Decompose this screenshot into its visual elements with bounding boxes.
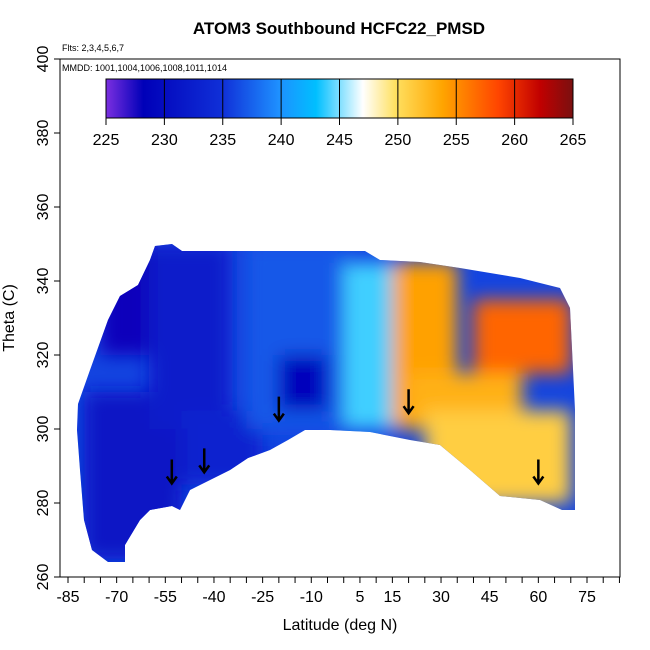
y-tick-label: 260 (35, 564, 52, 591)
arrow-marker (532, 459, 545, 486)
field-region (100, 244, 150, 355)
x-tick-label: 15 (383, 589, 401, 606)
colorbar-tick-label: 240 (268, 132, 295, 149)
arrow-marker (198, 448, 211, 475)
colorbar-tick-label: 250 (385, 132, 412, 149)
field-region (278, 355, 328, 411)
x-tick-label: -10 (300, 589, 323, 606)
x-tick-label: 75 (578, 589, 596, 606)
field-region (473, 299, 571, 374)
x-tick-label: 30 (432, 589, 450, 606)
field-region (424, 410, 571, 503)
x-tick-label: 60 (529, 589, 547, 606)
arrow-marker (165, 459, 178, 486)
arrow-markers (165, 389, 545, 486)
colorbar-tick-label: 265 (560, 132, 587, 149)
x-tick-label: 5 (355, 589, 364, 606)
x-tick-label: 45 (481, 589, 499, 606)
colorbar-tick-label: 225 (93, 132, 120, 149)
colorbar-tick-label: 235 (209, 132, 236, 149)
y-axis-label: Theta (C) (1, 284, 18, 352)
y-tick-label: 300 (35, 416, 52, 443)
x-axis-label: Latitude (deg N) (283, 617, 398, 634)
colorbar-ticks: 225 230 235 240 245 250 255 260 265 (93, 79, 587, 149)
colorbar-tick-label: 260 (501, 132, 528, 149)
colorbar-tick-label: 245 (326, 132, 353, 149)
x-tick-label: -70 (105, 589, 128, 606)
arrow-marker (402, 389, 415, 416)
chart-title: ATOM3 Southbound HCFC22_PMSD (193, 19, 485, 38)
y-tick-label: 380 (35, 120, 52, 147)
field-region (149, 244, 231, 429)
flights-subtitle: Flts: 2,3,4,5,6,7 (62, 43, 124, 53)
colorbar-tick-label: 230 (151, 132, 178, 149)
field-region (343, 262, 393, 429)
x-tick-label: -55 (154, 589, 177, 606)
dates-subtitle: MMDD: 1001,1004,1006,1008,1011,1014 (62, 63, 227, 73)
x-axis: -85 -70 -55 -40 -25 -10 5 15 30 45 60 75 (56, 577, 620, 606)
plot-area-frame (59, 58, 621, 578)
y-tick-label: 320 (35, 342, 52, 369)
y-axis: 260 280 300 320 340 360 380 400 (35, 46, 60, 591)
y-tick-label: 360 (35, 194, 52, 221)
x-tick-label: -85 (56, 589, 79, 606)
y-tick-label: 400 (35, 46, 52, 73)
colorbar-tick-label: 255 (443, 132, 470, 149)
y-tick-label: 280 (35, 490, 52, 517)
x-tick-label: -40 (202, 589, 225, 606)
y-tick-label: 340 (35, 268, 52, 295)
arrow-marker (272, 396, 285, 423)
x-tick-label: -25 (251, 589, 274, 606)
